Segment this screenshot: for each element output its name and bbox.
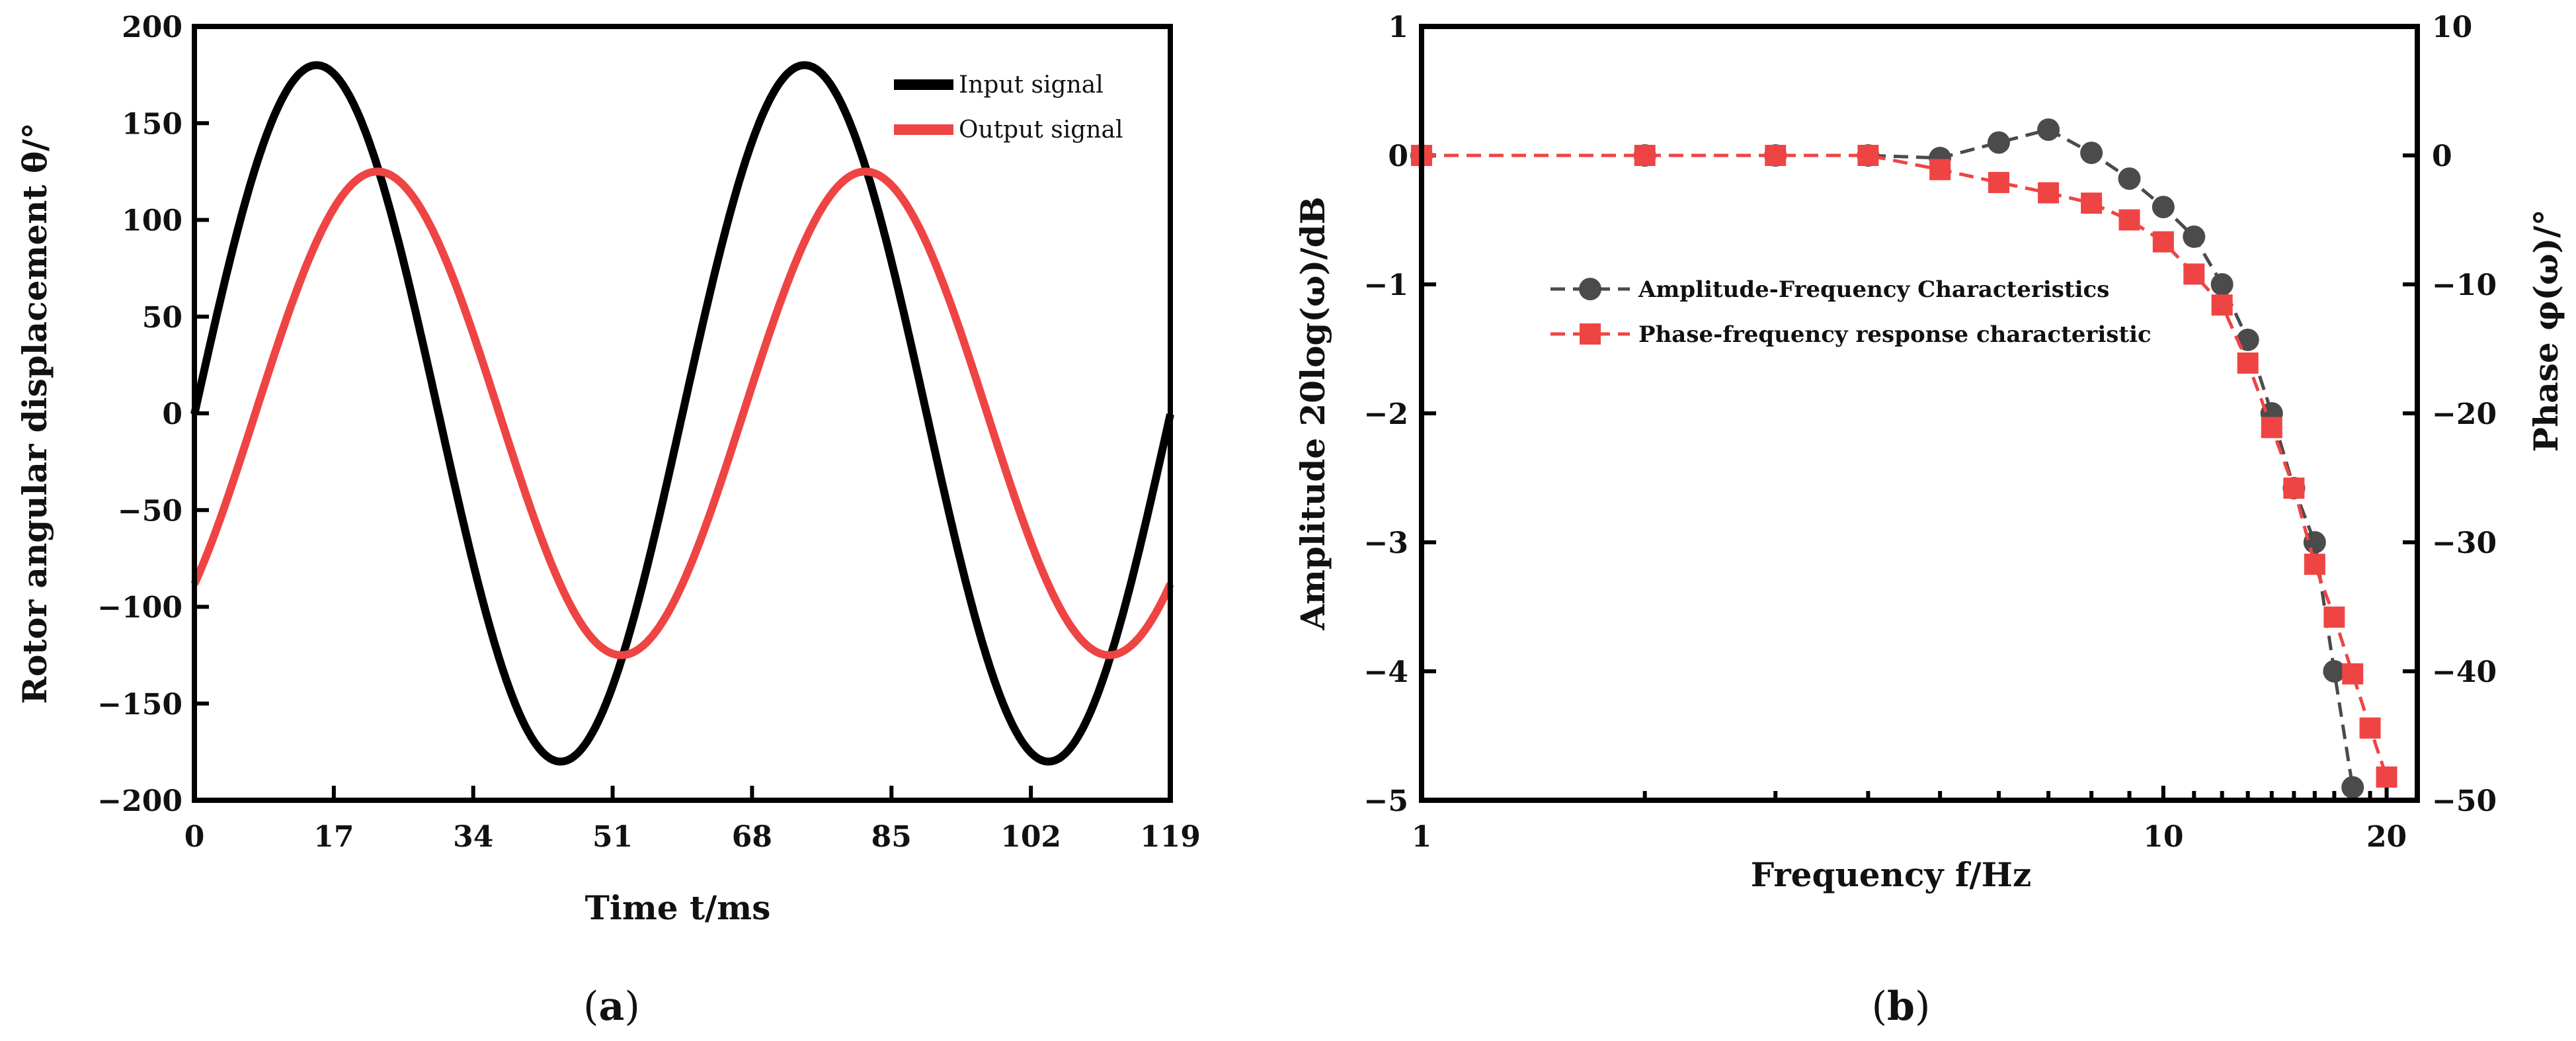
panel-a-x-tick-label: 51	[592, 820, 633, 854]
phase-point	[2118, 209, 2140, 231]
phase-point	[1857, 145, 1879, 166]
phase-point	[2304, 554, 2325, 575]
panel-b-y2-tick-label: −20	[2432, 397, 2497, 431]
panel-a-tick-labels: 0 17 34 51 68 85 102 119 200 150 100 50 0 −50 −100 −150…	[97, 11, 1201, 854]
panel-b-legend: Amplitude-Frequency Characteristics Phas…	[1550, 276, 2152, 348]
phase-point	[2237, 352, 2259, 374]
panel-b-y2-tick-label: 0	[2432, 140, 2452, 173]
legend-marker-phase	[1580, 323, 1601, 345]
panel-a-x-tick-label: 102	[1000, 820, 1061, 854]
legend-label-output: Output signal	[959, 116, 1123, 144]
phase-point	[2183, 263, 2205, 285]
phase-point	[2081, 192, 2103, 214]
phase-series-line	[1422, 153, 2388, 778]
panel-b-y-tick-label: −4	[1364, 655, 1408, 689]
phase-point	[1765, 145, 1787, 166]
panel-b-y2-tick-label: −50	[2432, 784, 2497, 818]
panel-a-y-tick-label: −150	[97, 688, 182, 722]
phase-point	[2342, 663, 2364, 685]
panel-b-y-tick-label: −5	[1364, 784, 1408, 818]
panel-b-x-tick-label: 20	[2366, 820, 2407, 854]
phase-point	[2283, 478, 2305, 499]
panel-a-y-tick-label: 100	[122, 204, 182, 238]
amplitude-point	[2341, 776, 2364, 799]
phase-point	[2323, 606, 2345, 628]
panel-a-x-axis-label: Time t/ms	[585, 888, 771, 927]
panel-a-frame	[192, 24, 1173, 803]
panel-a-legend: Input signal Output signal	[894, 71, 1123, 144]
panel-a-x-tick-label: 68	[732, 820, 772, 854]
panel-a-x-tick-label: 85	[871, 820, 912, 854]
panel-b-y-tick-label: 0	[1388, 140, 1408, 173]
panel-b-y2-tick-label: −30	[2432, 526, 2497, 560]
panel-b-x-tick-label: 1	[1412, 820, 1432, 854]
amplitude-point	[2210, 273, 2234, 296]
panel-b-y-tick-label: −3	[1364, 526, 1408, 560]
phase-point	[1634, 145, 1656, 166]
panel-b-y-axis-label: Amplitude 20log(ω)/dB	[1293, 196, 1332, 631]
panel-b-y-tick-label: −2	[1364, 397, 1408, 431]
panel-a-y-tick-label: −50	[118, 494, 182, 528]
amplitude-point	[2080, 142, 2103, 165]
panel-a-x-tick-label: 119	[1140, 820, 1201, 854]
panel-a: 0 17 34 51 68 85 102 119 200 150 100 50 0 −50 −100 −150…	[15, 11, 1201, 1030]
amplitude-point	[1987, 131, 2010, 154]
panel-b-x-axis-label: Frequency f/Hz	[1751, 855, 2032, 894]
phase-point	[2376, 766, 2397, 788]
panel-a-y-tick-label: 50	[142, 301, 182, 335]
panel-b-lines	[1410, 118, 2397, 799]
amplitude-point	[2323, 660, 2346, 683]
panel-a-x-tick-label: 17	[313, 820, 354, 854]
panel-b-y-tick-label: 1	[1388, 11, 1408, 44]
legend-label-input: Input signal	[959, 71, 1104, 99]
phase-point	[2261, 417, 2282, 438]
panel-b-y2-tick-label: 10	[2432, 11, 2472, 44]
amplitude-point	[2118, 167, 2141, 190]
panel-a-lines	[190, 61, 1174, 766]
panel-a-y-tick-label: 150	[122, 107, 182, 141]
phase-point	[2038, 182, 2060, 204]
panel-b-y2-tick-label: −10	[2432, 269, 2497, 302]
panel-a-y-axis-label: Rotor angular displacement θ/°	[15, 122, 54, 704]
panel-a-y-tick-label: −200	[97, 784, 182, 818]
legend-label-amplitude: Amplitude-Frequency Characteristics	[1638, 276, 2109, 303]
panel-a-y-tick-label: −100	[97, 591, 182, 625]
amplitude-point	[2236, 328, 2259, 351]
amplitude-point	[2152, 196, 2175, 218]
panel-a-caption: (a)	[583, 983, 640, 1030]
panel-b-frame	[1419, 24, 2420, 803]
panel-b-x-tick-label: 10	[2143, 820, 2183, 854]
panel-a-x-tick-label: 34	[453, 820, 493, 854]
panel-a-x-tick-label: 0	[184, 820, 205, 854]
panel-b-y2-axis-label: Phase φ(ω)/°	[2526, 209, 2565, 452]
amplitude-point	[2183, 225, 2206, 248]
panel-a-y-tick-label: 200	[122, 11, 182, 44]
panel-b-y2-tick-label: −40	[2432, 655, 2497, 689]
amplitude-series-line	[1422, 128, 2355, 788]
legend-marker-amplitude	[1579, 278, 1601, 300]
phase-point	[1929, 159, 1951, 181]
panel-a-y-tick-label: 0	[162, 397, 182, 431]
phase-point	[2359, 717, 2381, 739]
panel-b-caption: (b)	[1872, 983, 1931, 1030]
input-signal-line	[190, 61, 1174, 766]
amplitude-point	[2037, 118, 2060, 141]
phase-point	[2211, 294, 2233, 316]
phase-point	[2152, 231, 2174, 253]
panel-b-y-tick-label: −1	[1364, 269, 1408, 302]
legend-label-phase: Phase-frequency response characteristic	[1638, 321, 2152, 348]
phase-point	[1988, 171, 2009, 193]
output-signal-line	[190, 167, 1174, 659]
